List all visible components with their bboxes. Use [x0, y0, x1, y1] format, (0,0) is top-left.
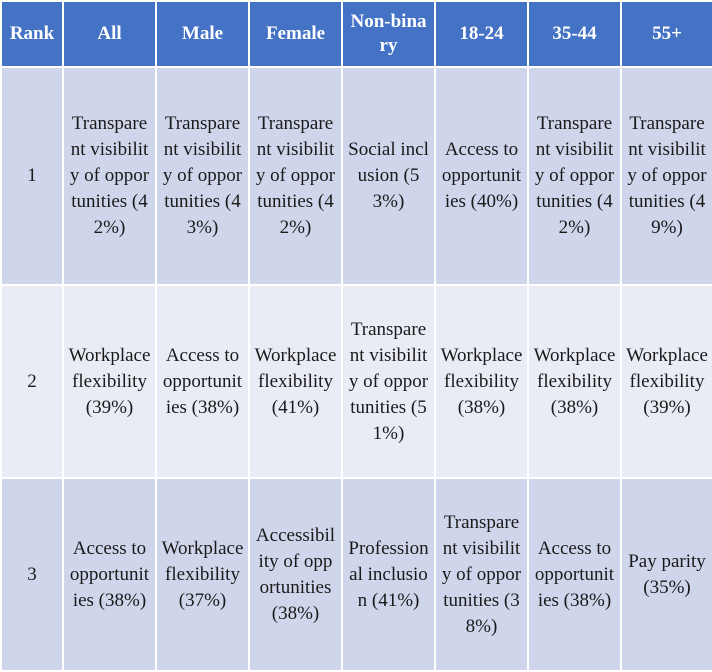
rank-cell: 2 — [0, 284, 64, 479]
header-male: Male — [155, 0, 250, 68]
table-cell: Access to opportunities (38%) — [527, 477, 622, 672]
header-non-binary: Non-binary — [341, 0, 436, 68]
table-cell: Transparent visibility of opportunities … — [527, 66, 622, 286]
header-female: Female — [248, 0, 343, 68]
table-cell: Access to opportunities (40%) — [434, 66, 529, 286]
table-cell: Access to opportunities (38%) — [155, 284, 250, 479]
table-cell: Transparent visibility of opportunities … — [434, 477, 529, 672]
table-cell: Social inclusion (53%) — [341, 66, 436, 286]
header-row: Rank All Male Female Non-binary 18-24 35… — [0, 0, 712, 68]
rank-cell: 3 — [0, 477, 64, 672]
header-35-44: 35-44 — [527, 0, 622, 68]
table-row: 2 Workplace flexibility (39%) Access to … — [0, 284, 712, 479]
table-cell: Access to opportunities (38%) — [62, 477, 157, 672]
header-18-24: 18-24 — [434, 0, 529, 68]
table-cell: Transparent visibility of opportunities … — [341, 284, 436, 479]
table-cell: Workplace flexibility (37%) — [155, 477, 250, 672]
table-cell: Transparent visibility of opportunities … — [155, 66, 250, 286]
table-row: 3 Access to opportunities (38%) Workplac… — [0, 477, 712, 672]
table-cell: Pay parity (35%) — [620, 477, 712, 672]
header-all: All — [62, 0, 157, 68]
rank-cell: 1 — [0, 66, 64, 286]
table-cell: Accessibility of opportunities (38%) — [248, 477, 343, 672]
table-cell: Transparent visibility of opportunities … — [62, 66, 157, 286]
table-cell: Workplace flexibility (39%) — [62, 284, 157, 479]
table-cell: Transparent visibility of opportunities … — [248, 66, 343, 286]
table-cell: Workplace flexibility (38%) — [434, 284, 529, 479]
table-cell: Transparent visibility of opportunities … — [620, 66, 712, 286]
table-cell: Workplace flexibility (38%) — [527, 284, 622, 479]
table-cell: Professional inclusion (41%) — [341, 477, 436, 672]
table-cell: Workplace flexibility (41%) — [248, 284, 343, 479]
table-cell: Workplace flexibility (39%) — [620, 284, 712, 479]
header-rank: Rank — [0, 0, 64, 68]
table-row: 1 Transparent visibility of opportunitie… — [0, 66, 712, 286]
header-55-plus: 55+ — [620, 0, 712, 68]
